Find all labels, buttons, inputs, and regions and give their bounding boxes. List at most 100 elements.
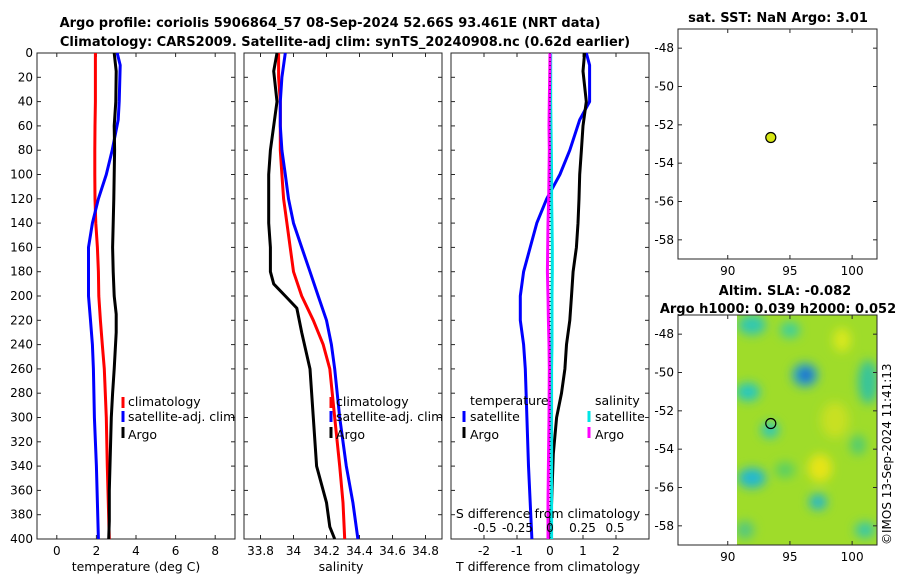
temperature-series-climatology [93,53,111,540]
sal-legend-clim: climatology [336,394,409,409]
salinity-xtick-label: 34.2 [313,544,340,558]
salinity-xtick-label: 34.8 [412,544,439,558]
diff-legend-tsat: satellite [470,409,520,424]
sla_map-ytick-label: -52 [654,404,674,418]
sst_map-xtick-label: 90 [720,264,735,278]
temperature-ytick-label: 60 [18,119,33,133]
diff-xtick-top-label: -0.5 [473,521,496,535]
sla_map-ytick-label: -58 [654,519,674,533]
temperature-ytick-label: 100 [10,168,33,182]
temperature-ytick-label: 20 [18,70,33,84]
diff-xlabel: T difference from climatology [455,559,641,574]
temperature-xtick-label: 4 [132,544,140,558]
sla_map-xtick-label: 90 [720,550,735,564]
difference-series-t-satellite [518,52,592,540]
sst_map-ytick-label: -56 [654,195,674,209]
temp-xlabel: temperature (deg C) [72,559,201,574]
temperature-ytick-label: 200 [10,289,33,303]
temperature-ytick-label: 120 [10,192,33,206]
sla_map-ytick-label: -50 [654,366,674,380]
chart-panels: 0 2 4 6 802040608010012014016018020022024026… [10,28,878,564]
sla-heatmap [737,315,877,545]
temperature-ytick-label: 360 [10,483,33,497]
sst_map-ytick-label: -50 [654,80,674,94]
sla-title-line2: Argo h1000: 0.039 h2000: 0.052 [660,302,896,317]
difference-xtick-label: -2 [478,544,490,558]
temperature-xtick-label: 2 [93,544,101,558]
temperature-ytick-label: 340 [10,459,33,473]
sla-title-line1: Altim. SLA: -0.082 [719,284,851,299]
salinity-xtick-label: 34.4 [346,544,373,558]
salinity-xtick-label: 34.6 [379,544,406,558]
sst_map-ytick-label: -58 [654,233,674,247]
temperature-ytick-label: 380 [10,508,33,522]
temperature-series-satellite-adj-clim [87,52,122,540]
main-title-line2: Climatology: CARS2009. Satellite-adj cli… [60,35,630,50]
main-title-line1: Argo profile: coriolis 5906864_57 08-Sep… [60,16,601,31]
diff-xtick-top-label: 0 [546,521,554,535]
salinity-series-satellite-adj-clim [278,52,360,540]
temperature-ytick-label: 280 [10,386,33,400]
temp-legend-argo: Argo [128,427,157,442]
sal-legend: climatology satellite-adj. clim Argo [329,394,443,442]
sla_map-ytick-label: -54 [654,442,674,456]
diff-legend-sargo: Argo [595,427,624,442]
diff-xtick-top-label: 0.5 [605,521,624,535]
sla_map-float-marker [765,417,777,430]
temperature-series-argo [107,52,118,540]
difference-xtick-label: 2 [612,544,620,558]
temperature-ytick-label: 220 [10,313,33,327]
sla_map-frame [677,314,878,546]
temperature-ytick-label: 320 [10,435,33,449]
sal-legend-sat: satellite-adj. clim [336,409,443,424]
temperature-ytick-label: 0 [25,46,33,60]
temperature-ytick-label: 260 [10,362,33,376]
difference-xtick-label: 0 [546,544,554,558]
temperature-ytick-label: 180 [10,265,33,279]
salinity-series-climatology [277,53,347,540]
salinity-series-argo [267,52,337,540]
temp-legend-clim: climatology [128,394,201,409]
temperature-ytick-label: 240 [10,338,33,352]
sst_map-frame [677,28,878,260]
temperature-xtick-label: 0 [53,544,61,558]
imos-stamp: ©IMOS 13-Sep-2024 11:41:13 [880,363,894,545]
diff-legend-temperature-title: temperature [470,393,549,408]
temperature-ytick-label: 140 [10,216,33,230]
diff-xtick-top-label: 0.25 [569,521,596,535]
sla_map-xtick-label: 95 [782,550,797,564]
temperature-ytick-label: 160 [10,240,33,254]
difference-series-s-satellite [549,53,554,539]
sst_map-ytick-label: -54 [654,156,674,170]
temperature-ytick-label: 300 [10,411,33,425]
temperature-xtick-label: 6 [172,544,180,558]
sst_map-ytick-label: -48 [654,41,674,55]
diff-legend-targo: Argo [470,427,499,442]
salinity-xtick-label: 34 [286,544,301,558]
temperature-xtick-label: 8 [211,544,219,558]
diff-legend: temperature satellite Argo salinity sate… [462,393,645,442]
diff-legend-salinity-title: salinity [595,393,640,408]
sal-xlabel: salinity [319,559,364,574]
temp-legend-sat: satellite-adj. clim [128,409,235,424]
difference-series-t-argo [548,52,588,540]
sla_map-xtick-label: 100 [841,550,864,564]
temperature-ytick-label: 40 [18,95,33,109]
sst_map-ytick-label: -52 [654,118,674,132]
temp-legend: climatology satellite-adj. clim Argo [121,394,235,442]
temperature-frame [36,52,236,540]
sla_map-ytick-label: -56 [654,481,674,495]
diff-xtick-top-label: -0.25 [502,521,533,535]
diff-xlabel-top: S difference from climatology [456,506,641,521]
sst_map-xtick-label: 100 [841,264,864,278]
sal-legend-argo: Argo [336,427,365,442]
difference-xtick-label: -1 [511,544,523,558]
sla_map-ytick-label: -48 [654,327,674,341]
temperature-ytick-label: 80 [18,143,33,157]
difference-series-s-argo [545,52,552,539]
diff-legend-ssat: satellite [595,409,645,424]
salinity-xtick-label: 33.8 [247,544,274,558]
sst_map-xtick-label: 95 [782,264,797,278]
temperature-ytick-label: 400 [10,532,33,546]
